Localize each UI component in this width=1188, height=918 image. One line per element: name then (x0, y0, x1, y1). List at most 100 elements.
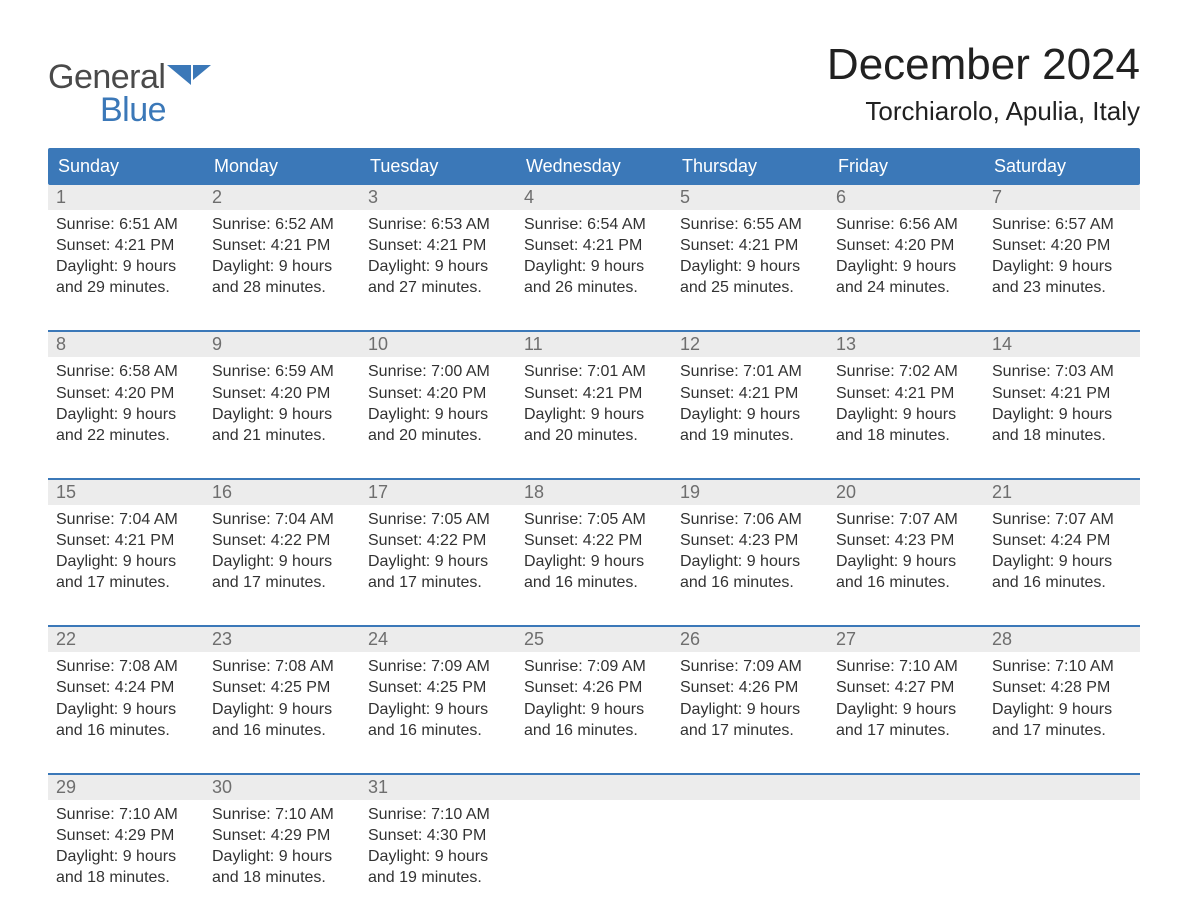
day-number: 1 (48, 185, 204, 210)
day-cell: Sunrise: 7:05 AMSunset: 4:22 PMDaylight:… (516, 505, 672, 601)
day-cell: Sunrise: 7:10 AMSunset: 4:27 PMDaylight:… (828, 652, 984, 748)
day-number: 10 (360, 332, 516, 357)
logo-flag-icon (167, 65, 211, 91)
daylight-line: Daylight: 9 hours and 16 minutes. (992, 551, 1132, 593)
day-number (828, 775, 984, 800)
day-cell: Sunrise: 7:04 AMSunset: 4:22 PMDaylight:… (204, 505, 360, 601)
day-number: 17 (360, 480, 516, 505)
sunrise-line: Sunrise: 6:57 AM (992, 214, 1132, 235)
sunrise-line: Sunrise: 7:09 AM (524, 656, 664, 677)
day-cell: Sunrise: 6:53 AMSunset: 4:21 PMDaylight:… (360, 210, 516, 306)
sunrise-line: Sunrise: 6:58 AM (56, 361, 196, 382)
sunset-line: Sunset: 4:21 PM (524, 235, 664, 256)
day-number: 6 (828, 185, 984, 210)
daylight-line: Daylight: 9 hours and 16 minutes. (836, 551, 976, 593)
daylight-line: Daylight: 9 hours and 29 minutes. (56, 256, 196, 298)
logo: General Blue (48, 40, 211, 130)
sunrise-line: Sunrise: 7:05 AM (368, 509, 508, 530)
sunrise-line: Sunrise: 7:06 AM (680, 509, 820, 530)
day-number: 14 (984, 332, 1140, 357)
day-number: 9 (204, 332, 360, 357)
day-cell: Sunrise: 7:10 AMSunset: 4:28 PMDaylight:… (984, 652, 1140, 748)
daylight-line: Daylight: 9 hours and 17 minutes. (368, 551, 508, 593)
sunrise-line: Sunrise: 7:09 AM (368, 656, 508, 677)
logo-word-blue: Blue (100, 91, 211, 130)
weekday-friday: Friday (828, 148, 984, 185)
sunset-line: Sunset: 4:22 PM (212, 530, 352, 551)
sunset-line: Sunset: 4:21 PM (368, 235, 508, 256)
sunrise-line: Sunrise: 6:59 AM (212, 361, 352, 382)
day-cell: Sunrise: 7:07 AMSunset: 4:24 PMDaylight:… (984, 505, 1140, 601)
sunset-line: Sunset: 4:23 PM (836, 530, 976, 551)
day-cell: Sunrise: 7:09 AMSunset: 4:26 PMDaylight:… (672, 652, 828, 748)
daylight-line: Daylight: 9 hours and 16 minutes. (56, 699, 196, 741)
day-cell: Sunrise: 7:04 AMSunset: 4:21 PMDaylight:… (48, 505, 204, 601)
daylight-line: Daylight: 9 hours and 26 minutes. (524, 256, 664, 298)
daylight-line: Daylight: 9 hours and 20 minutes. (368, 404, 508, 446)
day-cell: Sunrise: 7:08 AMSunset: 4:24 PMDaylight:… (48, 652, 204, 748)
day-number: 19 (672, 480, 828, 505)
sunset-line: Sunset: 4:21 PM (56, 235, 196, 256)
weekday-tuesday: Tuesday (360, 148, 516, 185)
day-number: 3 (360, 185, 516, 210)
day-number: 28 (984, 627, 1140, 652)
sunset-line: Sunset: 4:29 PM (212, 825, 352, 846)
sunrise-line: Sunrise: 7:02 AM (836, 361, 976, 382)
day-number: 21 (984, 480, 1140, 505)
day-cell: Sunrise: 6:55 AMSunset: 4:21 PMDaylight:… (672, 210, 828, 306)
sunrise-line: Sunrise: 7:10 AM (836, 656, 976, 677)
day-cell: Sunrise: 7:06 AMSunset: 4:23 PMDaylight:… (672, 505, 828, 601)
sunrise-line: Sunrise: 7:09 AM (680, 656, 820, 677)
title-block: December 2024 Torchiarolo, Apulia, Italy (827, 40, 1140, 127)
day-cell (672, 800, 828, 896)
day-number (672, 775, 828, 800)
day-number: 16 (204, 480, 360, 505)
daylight-line: Daylight: 9 hours and 19 minutes. (368, 846, 508, 888)
calendar: SundayMondayTuesdayWednesdayThursdayFrid… (48, 148, 1140, 896)
daylight-line: Daylight: 9 hours and 16 minutes. (212, 699, 352, 741)
day-number: 13 (828, 332, 984, 357)
day-cell: Sunrise: 7:09 AMSunset: 4:26 PMDaylight:… (516, 652, 672, 748)
day-cell: Sunrise: 7:03 AMSunset: 4:21 PMDaylight:… (984, 357, 1140, 453)
daylight-line: Daylight: 9 hours and 18 minutes. (56, 846, 196, 888)
day-number-row: 891011121314 (48, 332, 1140, 357)
day-number: 24 (360, 627, 516, 652)
location: Torchiarolo, Apulia, Italy (827, 96, 1140, 127)
weekday-thursday: Thursday (672, 148, 828, 185)
week-row: 22232425262728Sunrise: 7:08 AMSunset: 4:… (48, 625, 1140, 748)
daylight-line: Daylight: 9 hours and 25 minutes. (680, 256, 820, 298)
sunrise-line: Sunrise: 7:07 AM (992, 509, 1132, 530)
daylight-line: Daylight: 9 hours and 17 minutes. (212, 551, 352, 593)
daylight-line: Daylight: 9 hours and 28 minutes. (212, 256, 352, 298)
sunrise-line: Sunrise: 7:10 AM (992, 656, 1132, 677)
sunset-line: Sunset: 4:24 PM (56, 677, 196, 698)
day-cell: Sunrise: 6:59 AMSunset: 4:20 PMDaylight:… (204, 357, 360, 453)
weekday-wednesday: Wednesday (516, 148, 672, 185)
day-number: 31 (360, 775, 516, 800)
day-cell: Sunrise: 7:08 AMSunset: 4:25 PMDaylight:… (204, 652, 360, 748)
day-number (984, 775, 1140, 800)
sunset-line: Sunset: 4:28 PM (992, 677, 1132, 698)
day-cell: Sunrise: 7:10 AMSunset: 4:29 PMDaylight:… (204, 800, 360, 896)
sunrise-line: Sunrise: 7:08 AM (212, 656, 352, 677)
day-number: 4 (516, 185, 672, 210)
sunrise-line: Sunrise: 7:00 AM (368, 361, 508, 382)
day-number: 30 (204, 775, 360, 800)
day-number: 22 (48, 627, 204, 652)
sunset-line: Sunset: 4:23 PM (680, 530, 820, 551)
daylight-line: Daylight: 9 hours and 16 minutes. (524, 551, 664, 593)
weekday-monday: Monday (204, 148, 360, 185)
sunrise-line: Sunrise: 6:56 AM (836, 214, 976, 235)
daylight-line: Daylight: 9 hours and 18 minutes. (992, 404, 1132, 446)
sunrise-line: Sunrise: 6:55 AM (680, 214, 820, 235)
day-number: 29 (48, 775, 204, 800)
daylight-line: Daylight: 9 hours and 17 minutes. (680, 699, 820, 741)
sunrise-line: Sunrise: 7:03 AM (992, 361, 1132, 382)
daylight-line: Daylight: 9 hours and 17 minutes. (836, 699, 976, 741)
month-title: December 2024 (827, 40, 1140, 90)
sunset-line: Sunset: 4:21 PM (524, 383, 664, 404)
sunset-line: Sunset: 4:21 PM (992, 383, 1132, 404)
day-cell: Sunrise: 6:57 AMSunset: 4:20 PMDaylight:… (984, 210, 1140, 306)
day-number: 26 (672, 627, 828, 652)
sunrise-line: Sunrise: 7:10 AM (56, 804, 196, 825)
